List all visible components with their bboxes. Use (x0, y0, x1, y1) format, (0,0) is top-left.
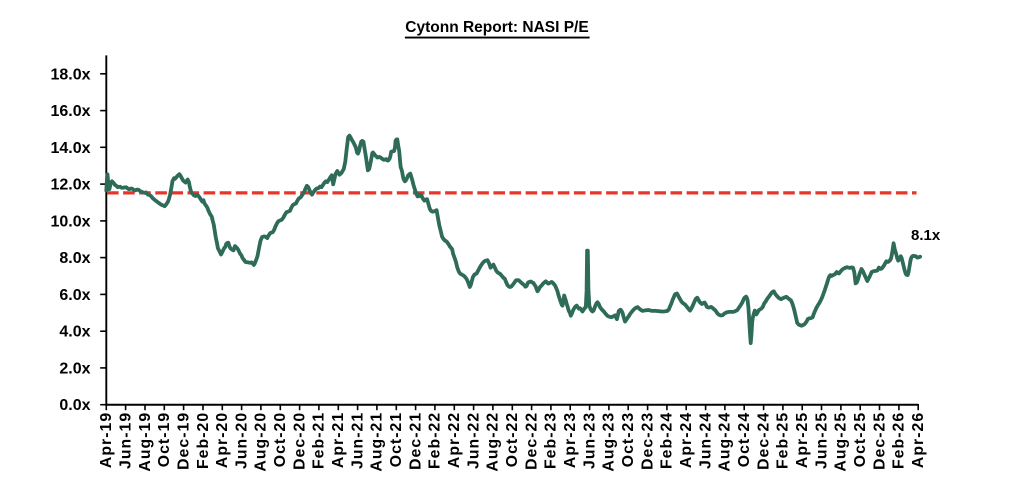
svg-text:Dec-23: Dec-23 (639, 412, 656, 470)
svg-text:Dec-22: Dec-22 (523, 412, 540, 470)
svg-text:Apr-20: Apr-20 (214, 412, 231, 468)
svg-text:Dec-20: Dec-20 (291, 412, 308, 470)
svg-text:Apr-19: Apr-19 (98, 412, 115, 468)
svg-text:Aug-23: Aug-23 (601, 412, 618, 472)
svg-text:Dec-25: Dec-25 (871, 412, 888, 470)
svg-text:Dec-24: Dec-24 (755, 412, 772, 470)
svg-text:12.0x: 12.0x (50, 177, 90, 194)
svg-text:Apr-22: Apr-22 (446, 412, 463, 468)
svg-text:Oct-21: Oct-21 (388, 412, 405, 467)
svg-text:Oct-25: Oct-25 (852, 412, 869, 467)
svg-text:Aug-20: Aug-20 (253, 412, 270, 472)
svg-text:8.0x: 8.0x (59, 250, 90, 267)
svg-text:Feb-26: Feb-26 (891, 412, 908, 469)
svg-text:Cytonn Report: NASI P/E: Cytonn Report: NASI P/E (405, 19, 588, 36)
svg-text:Jun-20: Jun-20 (233, 412, 250, 469)
svg-text:Oct-23: Oct-23 (620, 412, 637, 467)
svg-text:Jun-21: Jun-21 (349, 412, 366, 469)
svg-text:Jun-25: Jun-25 (813, 412, 830, 469)
svg-text:Oct-19: Oct-19 (156, 412, 173, 467)
svg-text:Apr-26: Apr-26 (910, 412, 927, 468)
svg-text:Aug-22: Aug-22 (485, 412, 502, 472)
svg-text:Dec-19: Dec-19 (175, 412, 192, 470)
svg-text:6.0x: 6.0x (59, 287, 90, 304)
svg-text:10.0x: 10.0x (50, 213, 90, 230)
svg-text:Apr-23: Apr-23 (562, 412, 579, 468)
svg-text:Dec-21: Dec-21 (407, 412, 424, 470)
svg-text:0.0x: 0.0x (59, 397, 90, 414)
svg-text:Aug-21: Aug-21 (369, 412, 386, 472)
svg-text:Aug-24: Aug-24 (717, 412, 734, 472)
svg-text:16.0x: 16.0x (50, 103, 90, 120)
svg-text:Aug-25: Aug-25 (833, 412, 850, 472)
svg-text:4.0x: 4.0x (59, 324, 90, 341)
svg-text:Jun-22: Jun-22 (465, 412, 482, 469)
svg-text:Oct-20: Oct-20 (272, 412, 289, 467)
svg-text:14.0x: 14.0x (50, 140, 90, 157)
svg-text:Oct-24: Oct-24 (736, 412, 753, 467)
svg-text:Feb-21: Feb-21 (311, 412, 328, 469)
svg-text:Feb-25: Feb-25 (775, 412, 792, 469)
svg-text:Jun-23: Jun-23 (581, 412, 598, 469)
svg-text:Feb-20: Feb-20 (195, 412, 212, 469)
svg-text:Feb-22: Feb-22 (427, 412, 444, 469)
svg-text:2.0x: 2.0x (59, 360, 90, 377)
svg-text:Jun-24: Jun-24 (697, 412, 714, 469)
svg-text:Apr-25: Apr-25 (794, 412, 811, 468)
svg-text:Oct-22: Oct-22 (504, 412, 521, 467)
svg-text:Feb-24: Feb-24 (659, 412, 676, 469)
svg-text:Apr-24: Apr-24 (678, 412, 695, 468)
svg-text:Apr-21: Apr-21 (330, 412, 347, 468)
svg-text:8.1x: 8.1x (911, 227, 941, 244)
svg-text:Aug-19: Aug-19 (137, 412, 154, 472)
svg-text:Feb-23: Feb-23 (543, 412, 560, 469)
svg-text:18.0x: 18.0x (50, 66, 90, 83)
svg-text:Jun-19: Jun-19 (117, 412, 134, 469)
